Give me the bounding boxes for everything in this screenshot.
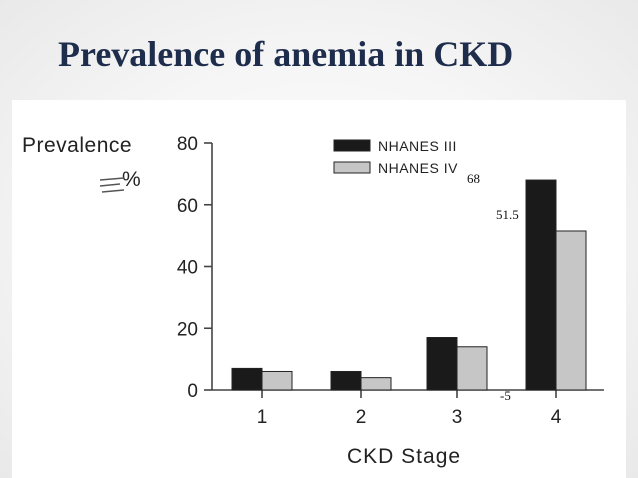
overlay-value-label: 51.5	[496, 207, 519, 222]
y-tick-label: 80	[177, 134, 198, 155]
x-tick-label: 1	[257, 407, 268, 428]
x-tick-label: 4	[551, 407, 562, 428]
x-ticks: 1 2 3 4	[257, 390, 562, 428]
legend-label: NHANES III	[378, 138, 457, 154]
bar-nhanes-iv-stage-2	[360, 377, 392, 391]
bar-nhanes-iv-stage-4	[555, 230, 587, 391]
y-tick-label: 40	[177, 258, 198, 279]
legend-swatch	[333, 161, 371, 174]
bar-nhanes-iii-stage-2	[330, 370, 362, 391]
bar-nhanes-iv-stage-1	[261, 370, 293, 391]
unit-scribble-icon	[99, 177, 125, 193]
bars	[231, 179, 587, 391]
legend: NHANES III NHANES IV	[333, 138, 458, 176]
y-tick-label: 60	[177, 196, 198, 217]
overlay-value-label: 68	[467, 171, 480, 186]
slide-title: Prevalence of anemia in CKD	[58, 34, 514, 74]
bar-nhanes-iii-stage-1	[231, 367, 263, 391]
y-axis-title: Prevalence	[22, 134, 132, 157]
x-tick-label: 2	[356, 407, 367, 428]
bar-nhanes-iv-stage-3	[456, 346, 488, 391]
bar-nhanes-iii-stage-4	[525, 179, 557, 391]
y-tick-label: 20	[177, 319, 198, 340]
overlay-value-label: -5	[500, 388, 511, 403]
legend-swatch	[333, 139, 371, 152]
overlay-labels: 68 51.5 -5	[467, 171, 519, 403]
bar-nhanes-iii-stage-3	[426, 337, 458, 391]
y-axis-unit: %	[122, 168, 141, 191]
x-tick-label: 3	[452, 407, 463, 428]
legend-label: NHANES IV	[378, 160, 458, 176]
y-ticks: 0 20 40 60 80	[177, 134, 212, 402]
x-axis-title: CKD Stage	[347, 445, 461, 468]
y-tick-label: 0	[187, 381, 198, 402]
